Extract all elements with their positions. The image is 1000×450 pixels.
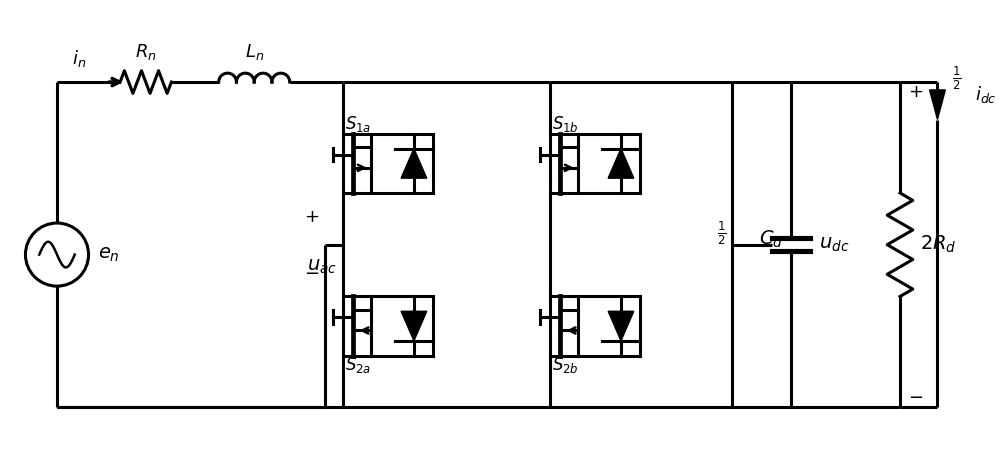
Text: $\frac{1}{2}$: $\frac{1}{2}$ — [717, 219, 727, 247]
Text: $u_{dc}$: $u_{dc}$ — [819, 235, 849, 254]
Text: $S_{1b}$: $S_{1b}$ — [552, 114, 579, 134]
Text: $-$: $-$ — [908, 387, 923, 405]
Polygon shape — [608, 148, 634, 178]
Text: $e_n$: $e_n$ — [98, 245, 120, 264]
Text: $2R_d$: $2R_d$ — [920, 234, 956, 255]
Text: $R_n$: $R_n$ — [135, 42, 157, 62]
Text: $C_d$: $C_d$ — [759, 229, 783, 251]
Text: $-$: $-$ — [304, 263, 319, 281]
Text: $S_{2a}$: $S_{2a}$ — [345, 356, 371, 375]
Polygon shape — [401, 311, 427, 341]
Polygon shape — [930, 90, 945, 120]
Text: $S_{1a}$: $S_{1a}$ — [345, 114, 371, 134]
Polygon shape — [401, 148, 427, 178]
Text: $i_n$: $i_n$ — [72, 48, 86, 69]
Polygon shape — [608, 311, 634, 341]
Text: $\frac{1}{2}$: $\frac{1}{2}$ — [952, 64, 962, 92]
Text: $u_{ac}$: $u_{ac}$ — [307, 256, 337, 275]
Text: $S_{2b}$: $S_{2b}$ — [552, 356, 579, 375]
Text: $+$: $+$ — [304, 208, 319, 226]
Text: $+$: $+$ — [908, 83, 923, 101]
Text: $i_{dc}$: $i_{dc}$ — [975, 84, 997, 105]
Text: $L_n$: $L_n$ — [245, 42, 264, 62]
